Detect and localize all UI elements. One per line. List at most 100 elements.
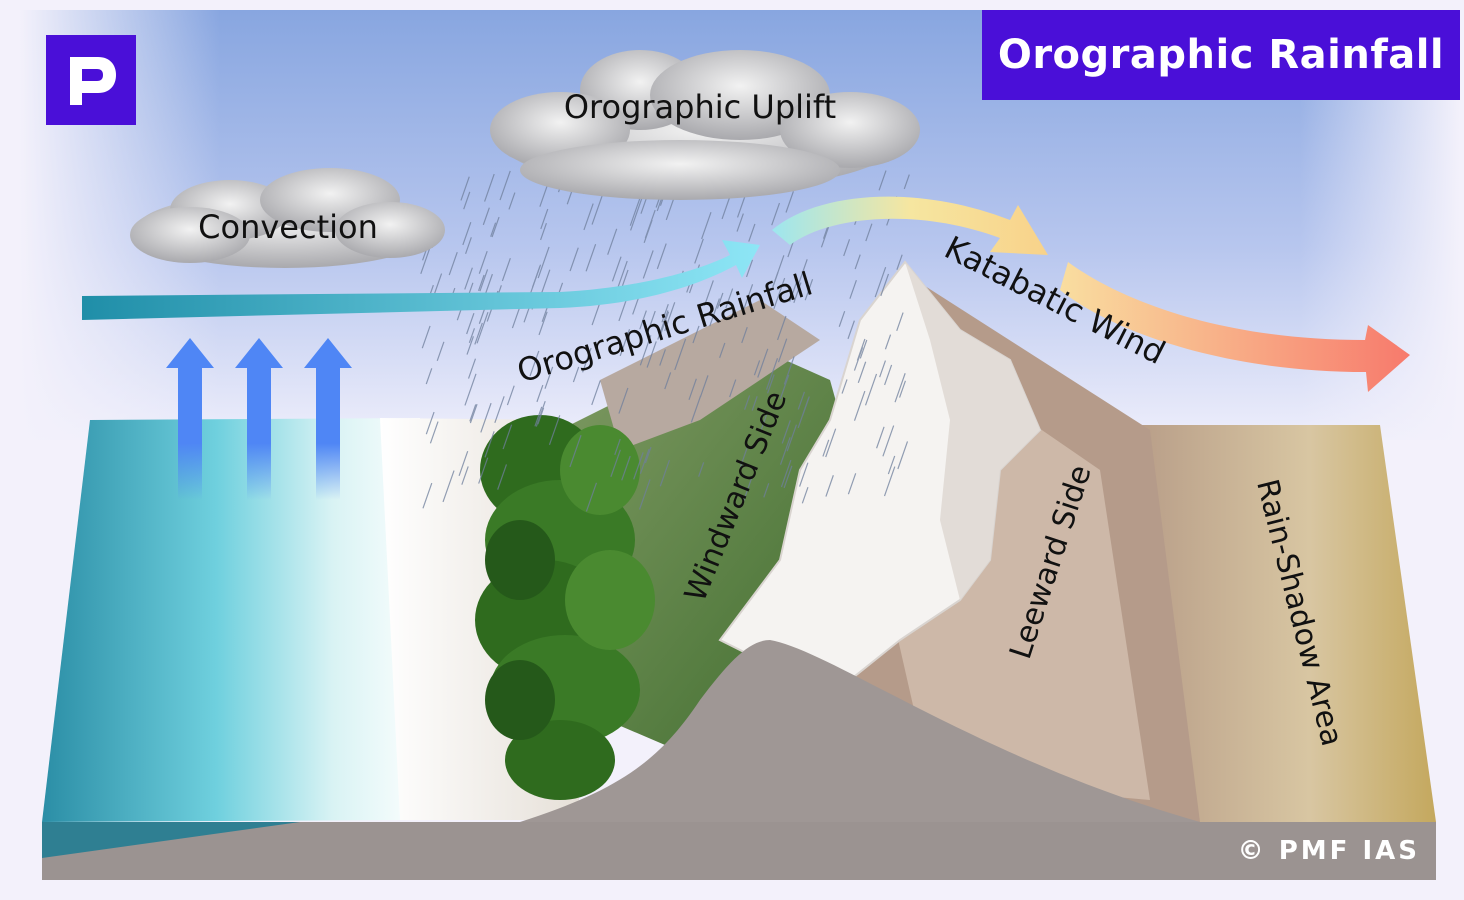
rain-streak [474,322,483,345]
rain-streak [664,302,676,331]
rain-streak [847,473,857,495]
label-orographic-uplift: Orographic Uplift [564,88,836,126]
rain-streak [630,198,643,231]
rain-streak [569,434,582,468]
rain-streak [884,334,892,350]
pmf-logo [46,35,136,125]
rain-streak [874,266,887,298]
katabatic-arrow-top [772,196,1048,255]
up-arrow-3 [304,338,352,500]
rain-streak [659,459,671,487]
rain-streak [781,420,791,444]
up-arrow-1 [166,338,214,500]
rain-streak [741,327,748,344]
rain-streak [540,208,549,230]
label-convection: Convection [198,208,378,246]
rain-streak [887,455,896,475]
rain-streak [582,347,592,373]
rain-streak [458,451,469,477]
rain-streak [462,222,472,246]
rain-streak [466,336,474,355]
rain-streak [779,437,791,465]
rain-streak [477,274,485,292]
rain-streak [433,273,443,295]
rain-streak [614,438,621,456]
sea-surface [42,418,430,822]
rain-streak [534,406,543,427]
page-title: Orographic Rainfall [982,10,1460,100]
rain-streak [610,449,621,478]
rain-streak [591,380,601,406]
rain-streak [548,415,561,445]
rain-streak [847,320,855,340]
rain-streak [497,464,508,490]
rain-streak [539,186,548,207]
rain-streak [793,282,802,304]
rain-streak [760,414,767,431]
rain-streak [469,404,477,422]
rain-streak [425,368,433,385]
rain-streak [583,203,594,231]
convection-arrows [166,338,352,500]
katabatic-arrow-bottom [1060,262,1410,392]
rain-streak [643,219,653,243]
rain-streak [619,329,631,357]
rain-streak [780,459,792,488]
windward-slope [560,340,880,760]
rain-streak [896,254,903,270]
rain-streak [721,197,731,220]
sea-side [42,822,300,858]
rain-streak [865,223,873,242]
rain-streak [482,207,490,226]
rain-streak [461,466,469,485]
rain-streak [797,259,808,286]
rain-streak [647,310,656,333]
rain-streak [857,361,867,384]
ground-slab-side [42,822,1436,880]
rain-streak [825,475,834,497]
rain-streak [699,375,709,398]
cloud-convection [130,168,445,268]
rain-streak [442,470,455,503]
rain-streak [797,391,806,410]
rain-streak [822,439,830,457]
rain-streak [736,213,744,232]
rain-streak [783,356,795,385]
rain-shadow-plain [1120,425,1436,822]
rain-streak [448,251,458,276]
rain-streak [748,223,756,242]
rain-streak [716,292,724,309]
rain-streak [771,202,781,226]
rain-streak [464,267,473,290]
rain-streak [421,325,431,349]
rain-streak [725,288,734,309]
rain-streak [422,482,433,509]
rain-streak [569,247,579,272]
rain-streak [853,390,866,421]
rain-streak [765,358,779,390]
up-arrow-2 [235,338,283,500]
rain-streak [878,170,887,191]
rain-streak [484,173,495,202]
rain-streak [897,441,909,470]
rain-streak [618,387,629,414]
rain-streak [709,298,720,327]
rain-streak [464,373,477,406]
rain-streak [745,259,754,278]
rain-streak [425,411,435,435]
rain-streak [480,402,492,433]
rain-streak [825,428,837,458]
rain-streak [898,380,906,398]
rain-streak [531,266,541,288]
rain-streak [490,222,497,237]
rain-streak [644,446,652,464]
rain-streak [776,315,787,341]
rain-streak [799,462,809,487]
rain-streak [484,431,495,458]
rain-streak [882,425,895,457]
rain-streak [466,312,475,335]
rain-streak [864,373,878,406]
forest [475,415,655,800]
rain-streak [703,280,714,306]
